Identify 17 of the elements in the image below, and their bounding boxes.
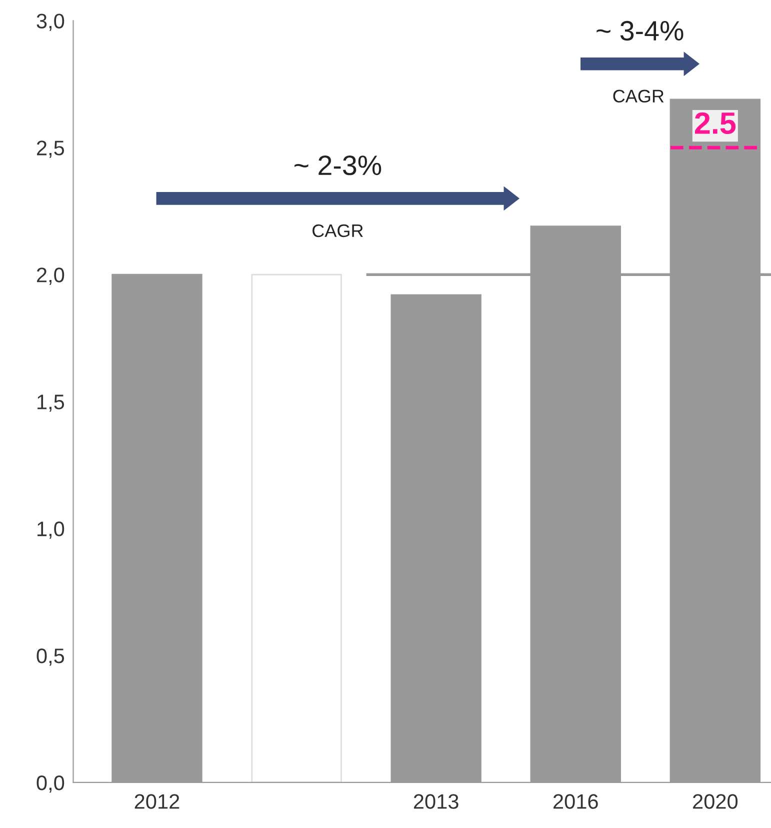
- x-tick-label: 2016: [554, 794, 598, 809]
- x-tick-label: 2020: [693, 794, 738, 809]
- y-tick-label: 2,5: [37, 140, 64, 158]
- y-tick-label: 0,5: [36, 648, 64, 666]
- y-tick-label: 2,0: [37, 268, 64, 285]
- x-tick-label: 2012: [134, 794, 180, 809]
- annotation: ~ 3-4%: [596, 20, 684, 41]
- annotation: ~ 2-3%: [294, 156, 382, 176]
- y-tick-label: 3,0: [36, 14, 64, 31]
- ref-line-label: 2.5: [695, 112, 736, 134]
- x-tick-label: 2013: [414, 794, 458, 809]
- y-tick-label: 1,5: [38, 394, 64, 412]
- bar: [251, 274, 342, 782]
- annotation: CAGR: [312, 224, 363, 238]
- annotation: CAGR: [613, 90, 664, 103]
- y-tick-label: 0,0: [36, 775, 64, 793]
- y-tick-label: 1,0: [38, 522, 64, 539]
